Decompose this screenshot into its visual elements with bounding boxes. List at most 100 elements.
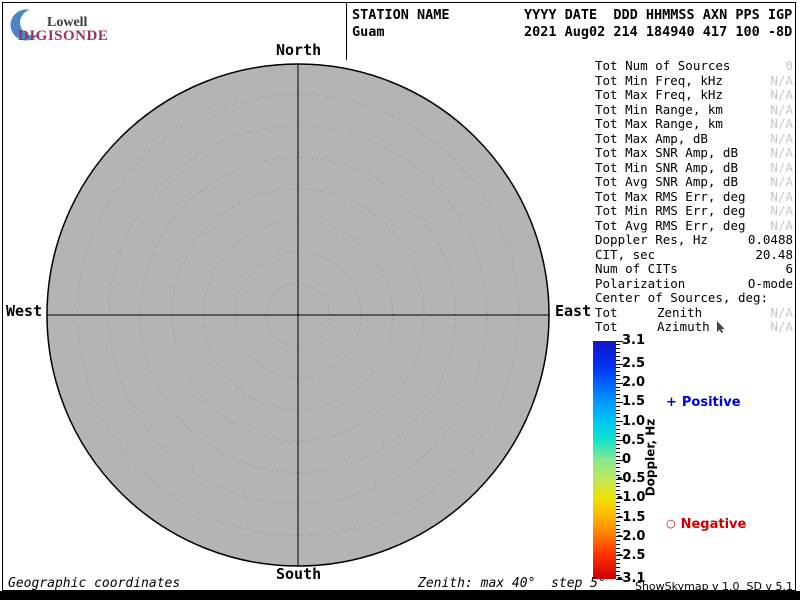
colorbar-major-tick <box>616 363 623 365</box>
colorbar-tick-label: 2.0 <box>622 375 646 391</box>
stats-row: Tot Max RMS Err, deg N/A <box>595 188 793 205</box>
bottom-bar <box>0 591 800 600</box>
colorbar-minor-tick <box>616 367 620 369</box>
colorbar-major-tick <box>616 440 623 442</box>
negative-legend-label: Negative <box>680 517 747 532</box>
stats-row: Tot Max SNR Amp, dB N/A <box>595 145 793 161</box>
stats-row-label: Tot Avg RMS Err, deg <box>595 217 746 233</box>
colorbar-minor-tick <box>616 413 620 415</box>
colorbar-tick-label: 3.1 <box>622 333 646 348</box>
stats-row-label: Num of CITs <box>595 261 678 276</box>
colorbar-minor-tick <box>616 520 620 522</box>
colorbar-major-tick <box>616 555 623 557</box>
doppler-colorbar <box>593 341 616 579</box>
header-values-row: Guam 2021 Aug02 214 184940 417 100 -8D <box>352 24 792 41</box>
zenith-scale-note: Zenith: max 40° step 5° <box>418 576 606 591</box>
stats-row-label: Tot Max SNR Amp, dB <box>595 145 738 160</box>
colorbar-minor-tick <box>616 570 620 572</box>
coordinates-note: Geographic coordinates <box>8 576 181 591</box>
stats-row-value: N/A <box>770 319 793 334</box>
compass-east-label: East <box>555 302 592 320</box>
colorbar-tick-label: -2.0 <box>617 528 646 544</box>
colorbar-minor-tick <box>616 528 620 530</box>
stats-row: Doppler Res, Hz 0.0488 <box>595 232 793 248</box>
stats-row-value: N/A <box>770 217 793 233</box>
colorbar-minor-tick <box>616 394 620 396</box>
stats-row-label: Tot <box>595 319 618 334</box>
stats-row-label: Tot Min SNR Amp, dB <box>595 159 738 175</box>
colorbar-minor-tick <box>616 482 620 484</box>
stats-row-label: Tot Min Freq, kHz <box>595 72 723 88</box>
stats-row-value: N/A <box>770 203 793 218</box>
stats-row-label: Tot Max Range, km <box>595 116 723 131</box>
stats-row: Tot Min RMS Err, deg N/A <box>595 203 793 219</box>
stats-row-value: N/A <box>770 188 793 204</box>
colorbar-ticks: 3.1 2.5 2.0 1.5 1.0 0.5 0 -0.5 -1.0 -1.5 -2.0 -2.5 -… <box>616 333 676 586</box>
stats-row-label: Doppler Res, Hz <box>595 232 708 247</box>
colorbar-minor-tick <box>616 543 620 545</box>
stats-row: Tot Min SNR Amp, dB N/A <box>595 159 793 176</box>
stats-row-label: Center of Sources, deg: <box>595 290 769 305</box>
stats-row: Tot Max Amp, dB N/A <box>595 131 793 147</box>
stats-row-label: CIT, sec <box>595 246 656 262</box>
colorbar-major-tick <box>616 401 623 403</box>
digisonde-logo: Lowell DIGISONDE <box>10 5 130 47</box>
stats-row-value: 20.48 <box>755 246 793 262</box>
colorbar-minor-tick <box>616 574 620 576</box>
window-border <box>2 2 796 591</box>
colorbar-minor-tick <box>616 424 620 426</box>
colorbar-minor-tick <box>616 505 620 507</box>
stats-row: Tot Avg RMS Err, deg N/A <box>595 217 793 234</box>
colorbar-minor-tick <box>616 447 620 449</box>
colorbar-minor-tick <box>616 494 620 496</box>
colorbar-minor-tick <box>616 501 620 503</box>
colorbar-minor-tick <box>616 566 620 568</box>
colorbar-tick-label: -2.5 <box>617 547 646 563</box>
version-text: ShowSkymap v 1.0 SD v 5.1 <box>634 580 793 593</box>
stats-row: Tot Min Freq, kHz N/A <box>595 72 793 89</box>
colorbar-major-tick <box>616 536 623 538</box>
stats-row: Tot Max Range, km N/A <box>595 116 793 132</box>
stats-row-label: Tot Min Range, km <box>595 101 723 117</box>
stats-row-value: N/A <box>770 116 793 131</box>
colorbar-minor-tick <box>616 436 620 438</box>
stats-row-label: Tot Num of Sources <box>595 58 731 73</box>
colorbar-minor-tick <box>616 524 620 526</box>
colorbar-minor-tick <box>616 378 620 380</box>
colorbar-major-tick <box>616 340 623 342</box>
stats-row: Tot Zenith N/A <box>595 305 793 321</box>
colorbar-minor-tick <box>616 486 620 488</box>
colorbar-minor-tick <box>616 463 620 465</box>
colorbar-minor-tick <box>616 432 620 434</box>
logo-digisonde-text: DIGISONDE <box>18 28 109 44</box>
colorbar-tick-label: -1.5 <box>617 509 646 525</box>
colorbar-minor-tick <box>616 428 620 430</box>
header-divider <box>346 3 347 60</box>
header-columns-label: YYYY DATE DDD HHMMSS AXN PPS IGP <box>524 7 793 23</box>
stats-row: Tot Avg SNR Amp, dB N/A <box>595 174 793 190</box>
stats-row-value: O-mode <box>747 275 793 291</box>
colorbar-major-tick <box>616 382 623 384</box>
stats-row: Tot Azimuth N/A <box>595 319 793 335</box>
colorbar-tick-label: 1.5 <box>622 394 646 410</box>
compass-north-label: North <box>276 41 322 59</box>
colorbar-minor-tick <box>616 559 620 561</box>
compass-west-label: West <box>6 302 43 320</box>
stats-panel: Tot Num of Sources 0 Tot Min Freq, kHz N/A T… <box>595 58 793 335</box>
stats-row-label: Tot Avg SNR Amp, dB <box>595 174 738 189</box>
colorbar-major-tick <box>616 517 623 519</box>
mouse-cursor-icon <box>717 321 725 333</box>
colorbar-minor-tick <box>616 386 620 388</box>
compass-south-label: South <box>276 565 322 583</box>
lowell-crescent-icon <box>10 9 46 41</box>
station-header: STATION NAME YYYY DATE DDD HHMMSS AXN PPS… <box>352 7 792 41</box>
stats-row: Center of Sources, deg: <box>595 290 793 306</box>
colorbar-minor-tick <box>616 359 620 361</box>
colorbar-major-tick <box>616 497 623 499</box>
stats-row-label: Tot Min RMS Err, deg <box>595 203 746 218</box>
colorbar-major-tick <box>616 421 623 423</box>
stats-row-label: Tot Max Freq, kHz <box>595 87 723 102</box>
stats-row-value: 6 <box>785 261 793 276</box>
colorbar-tick-label: -3.1 <box>617 571 646 586</box>
